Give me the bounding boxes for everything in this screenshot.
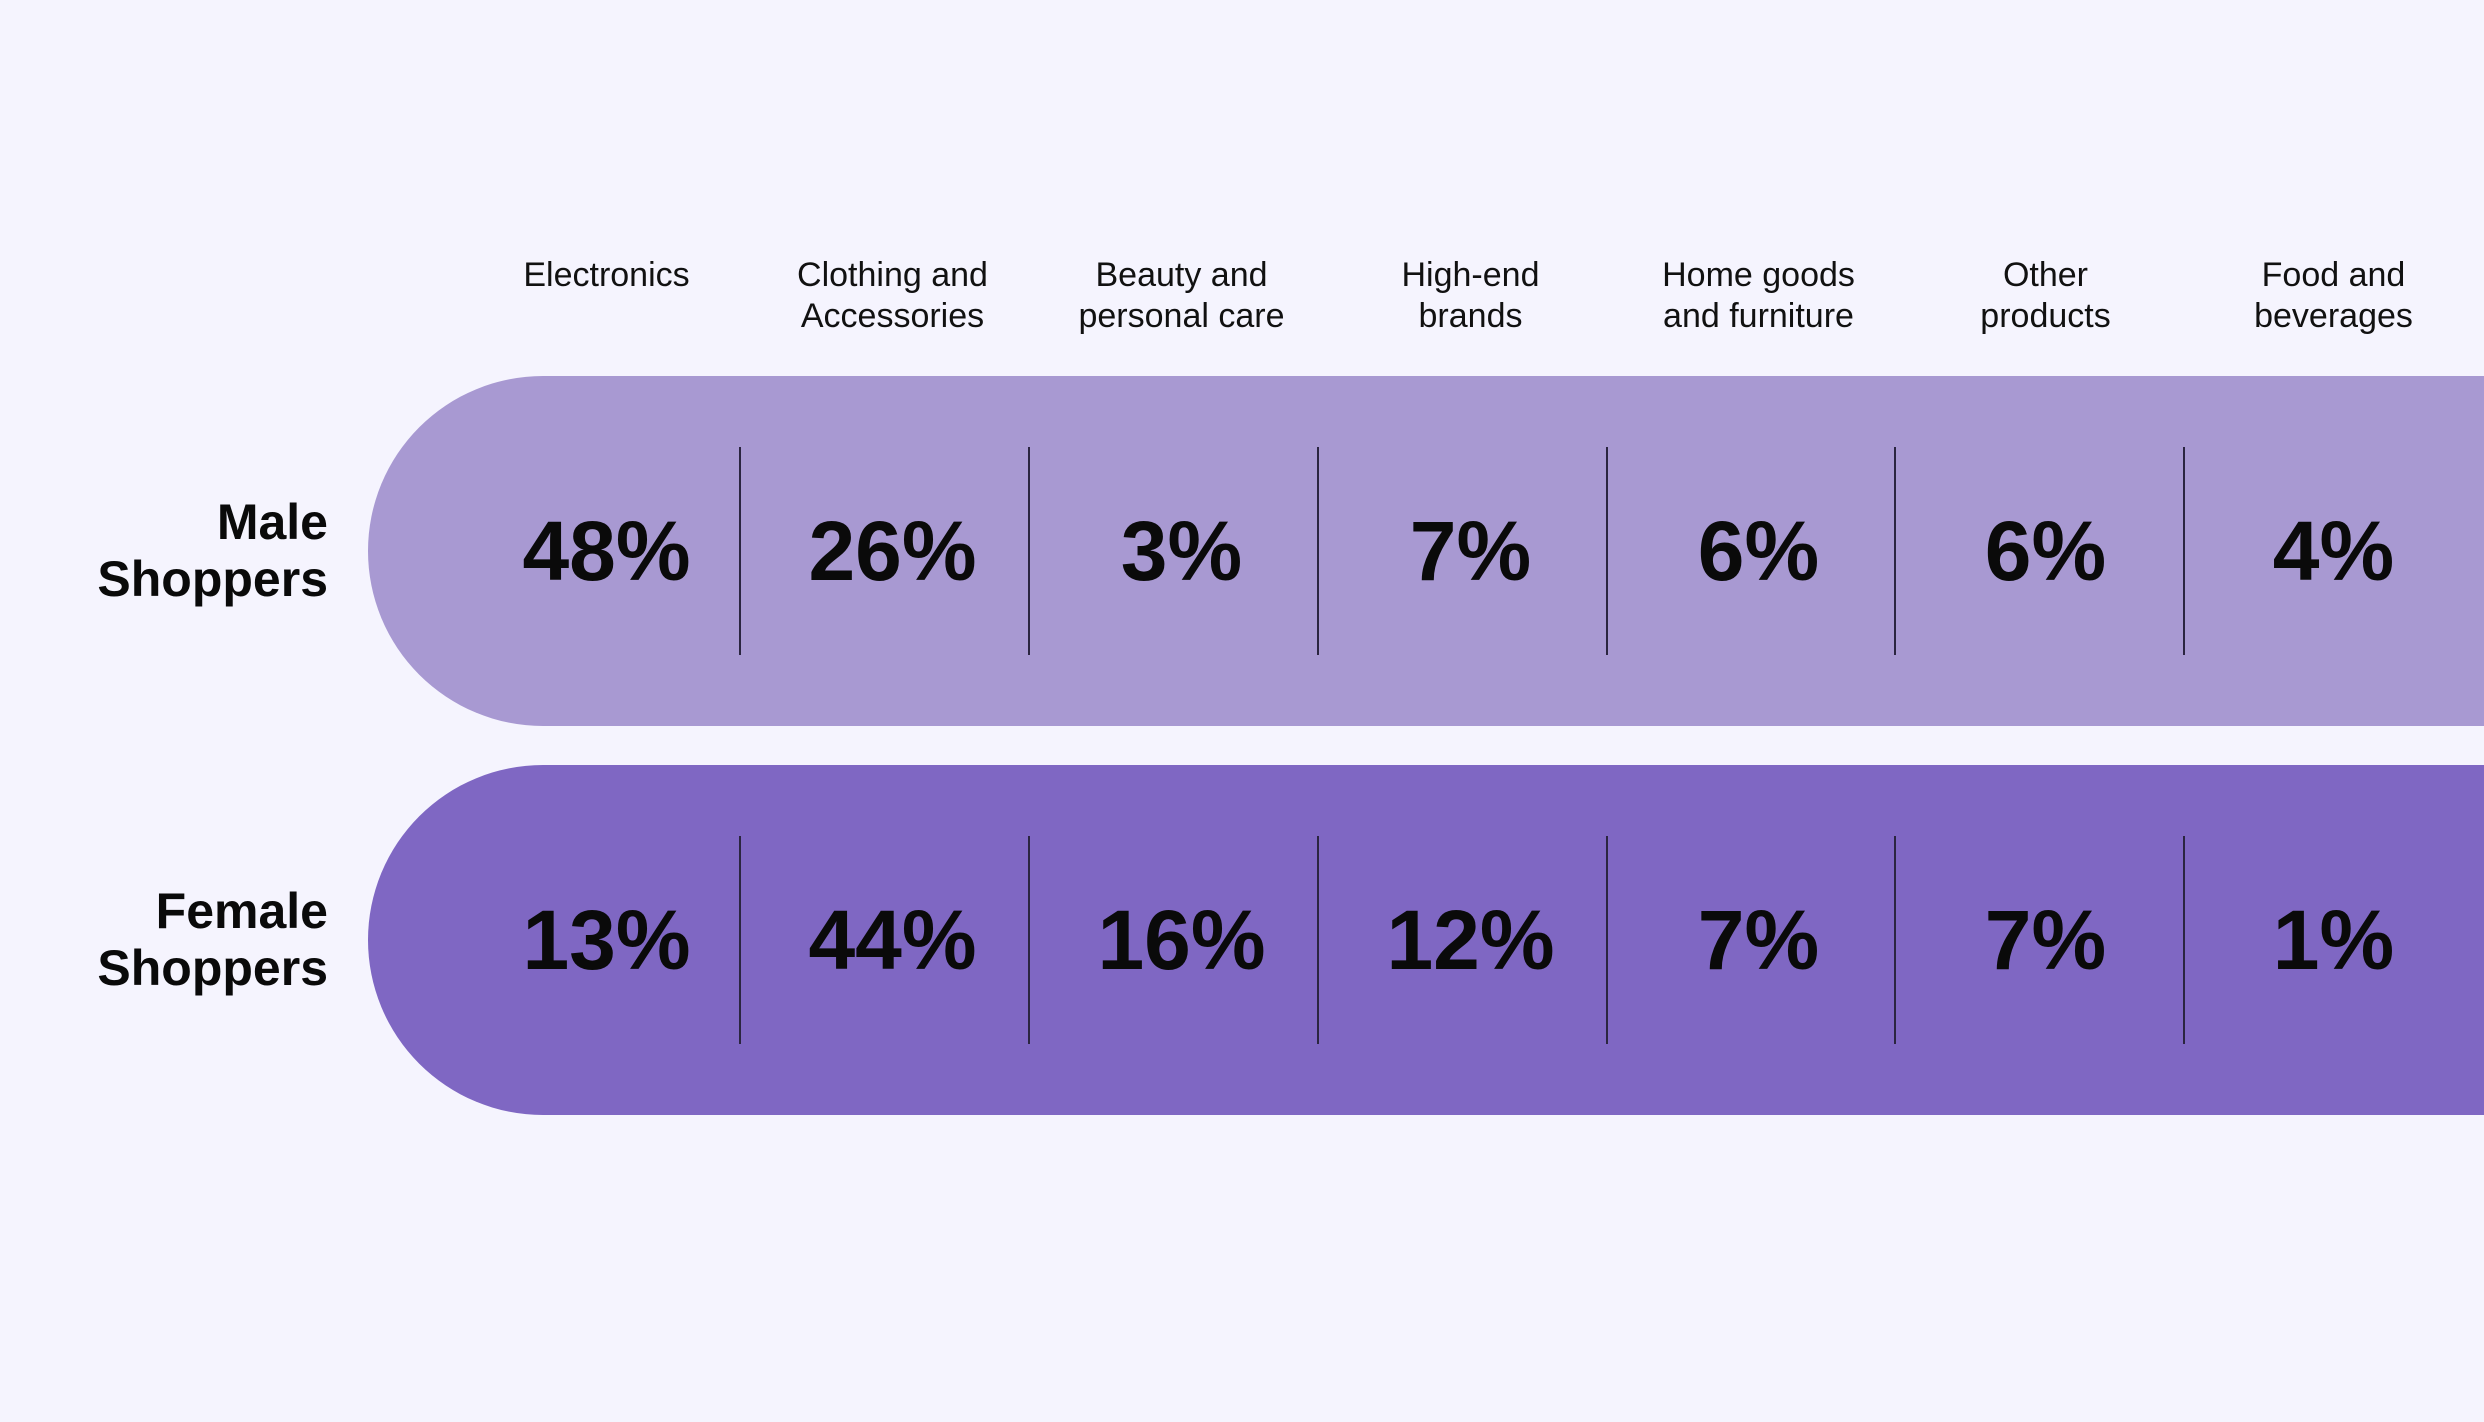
- row-label: Male Shoppers: [97, 494, 328, 607]
- column-divider: [739, 836, 741, 1044]
- column-divider: [2183, 447, 2185, 655]
- column-header: Food and beverages: [2254, 256, 2413, 335]
- column-divider: [1606, 447, 1608, 655]
- row-label: Female Shoppers: [97, 883, 328, 996]
- column-divider: [1317, 836, 1319, 1044]
- value-label: 16%: [1097, 893, 1266, 987]
- value-label: 7%: [1697, 893, 1820, 987]
- value-label: 1%: [2272, 893, 2395, 987]
- column-header: Electronics: [523, 256, 690, 294]
- value-label: 44%: [808, 893, 977, 987]
- column-header: Clothing and Accessories: [797, 256, 988, 335]
- value-label: 7%: [1984, 893, 2107, 987]
- column-header: Beauty and personal care: [1078, 256, 1285, 335]
- value-label: 26%: [808, 504, 977, 598]
- column-divider: [1606, 836, 1608, 1044]
- value-label: 6%: [1984, 504, 2107, 598]
- column-divider: [739, 447, 741, 655]
- value-label: 7%: [1409, 504, 1532, 598]
- column-divider: [1894, 447, 1896, 655]
- value-label: 6%: [1697, 504, 1820, 598]
- value-label: 13%: [522, 893, 691, 987]
- column-divider: [2183, 836, 2185, 1044]
- column-divider: [1028, 447, 1030, 655]
- value-label: 4%: [2272, 504, 2395, 598]
- column-divider: [1317, 447, 1319, 655]
- column-header: High-end brands: [1401, 256, 1540, 335]
- column-divider: [1028, 836, 1030, 1044]
- column-header: Home goods and furniture: [1662, 256, 1855, 335]
- value-label: 3%: [1120, 504, 1243, 598]
- band-female: [368, 765, 2484, 1115]
- column-header: Other products: [1980, 256, 2111, 335]
- band-male: [368, 376, 2484, 726]
- column-divider: [1894, 836, 1896, 1044]
- value-label: 12%: [1386, 893, 1555, 987]
- value-label: 48%: [522, 504, 691, 598]
